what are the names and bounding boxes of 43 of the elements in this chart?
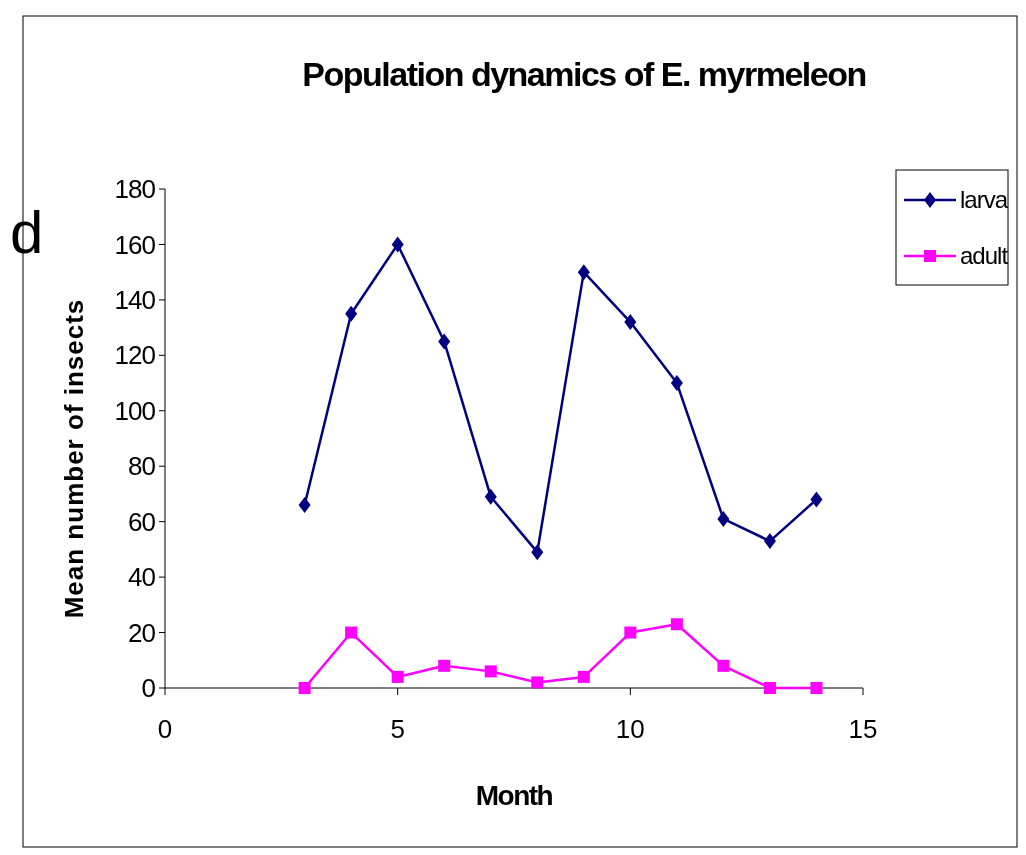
point	[484, 665, 497, 678]
point	[670, 375, 683, 392]
y-tick-label: 120	[114, 340, 156, 371]
point	[717, 510, 730, 527]
point	[624, 626, 637, 639]
point	[717, 659, 730, 672]
point	[531, 676, 544, 689]
y-tick-label: 180	[114, 174, 156, 205]
y-tick-label: 100	[114, 395, 156, 426]
point	[670, 618, 683, 631]
y-tick-label: 80	[128, 451, 156, 482]
point	[531, 544, 544, 561]
text: d	[10, 199, 44, 266]
point	[763, 682, 776, 694]
point	[438, 659, 451, 672]
point	[810, 491, 823, 508]
point	[484, 488, 497, 505]
y-tick-label: 0	[141, 673, 156, 704]
point	[438, 333, 451, 350]
y-tick-label: 20	[128, 617, 156, 648]
point	[298, 682, 311, 694]
legend-label: larva	[960, 186, 1009, 214]
point	[391, 236, 404, 253]
y-tick-label: 40	[128, 562, 156, 593]
point	[391, 670, 404, 683]
y-tick-label: 140	[114, 284, 156, 315]
x-axis-title: Month	[475, 780, 553, 811]
x-tick-label: 10	[615, 714, 645, 744]
y-axis-title: Mean number of insects	[59, 298, 89, 619]
point	[577, 670, 590, 683]
point	[298, 497, 311, 514]
point	[763, 533, 776, 550]
x-tick-label: 15	[848, 714, 878, 744]
point	[345, 626, 358, 639]
point	[577, 264, 590, 281]
legend-label: adult	[960, 242, 1009, 270]
chart-title: Population dynamics of E. myrmeleon	[302, 55, 866, 93]
point	[345, 305, 358, 322]
point	[624, 314, 637, 331]
y-tick-label: 60	[128, 506, 156, 537]
point	[810, 682, 823, 694]
y-tick-label: 160	[114, 229, 156, 260]
x-tick-label: 5	[390, 714, 405, 744]
